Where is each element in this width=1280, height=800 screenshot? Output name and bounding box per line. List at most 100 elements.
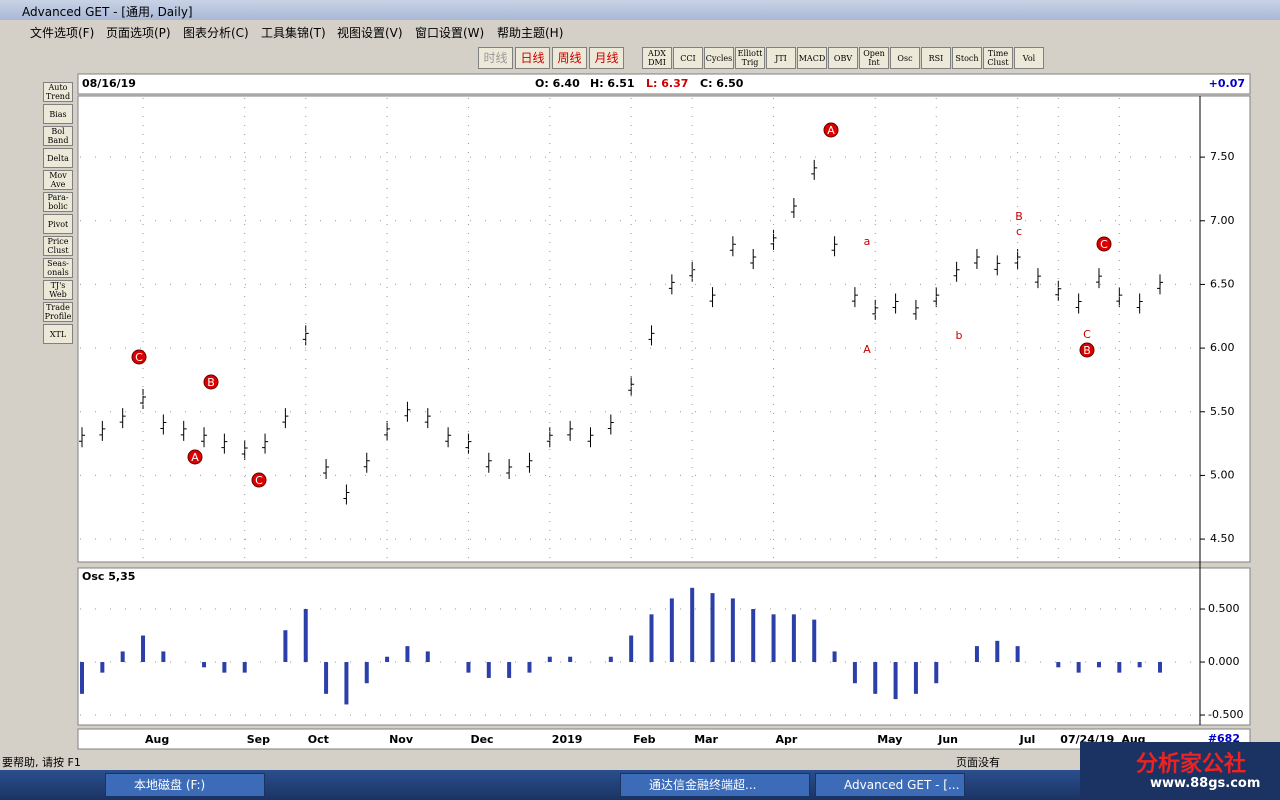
wave-label: a <box>864 235 871 248</box>
study-button[interactable]: Trade Profile <box>43 302 73 322</box>
wave-label: A <box>863 343 871 356</box>
study-button[interactable]: RSI <box>921 47 951 69</box>
price-bar <box>790 198 797 219</box>
study-button[interactable]: Pivot <box>43 214 73 234</box>
period-button[interactable]: 周线 <box>552 47 587 69</box>
study-button[interactable]: Vol <box>1014 47 1044 69</box>
price-bar <box>404 401 411 422</box>
study-button[interactable]: MACD <box>797 47 827 69</box>
price-bar <box>587 427 594 448</box>
price-bar <box>424 408 431 429</box>
study-button[interactable]: Bias <box>43 104 73 124</box>
price-bar <box>363 452 370 473</box>
study-button[interactable]: CCI <box>673 47 703 69</box>
study-button[interactable]: Para-bolic <box>43 192 73 212</box>
wave-label: C <box>135 351 143 364</box>
osc-bar <box>1096 662 1101 668</box>
study-button[interactable]: Cycles <box>704 47 734 69</box>
y-tick-label: 6.50 <box>1210 277 1235 290</box>
osc-bar <box>791 614 796 663</box>
price-bar <box>933 287 940 308</box>
wave-label: c <box>1016 225 1022 238</box>
x-tick-label: May <box>877 733 902 746</box>
menu-item[interactable]: 窗口设置(W) <box>415 26 485 40</box>
study-button[interactable]: Auto Trend <box>43 82 73 102</box>
osc-bar <box>832 651 837 663</box>
study-button[interactable]: Price Clust <box>43 236 73 256</box>
right-toolbar <box>1252 76 1280 748</box>
period-button[interactable]: 时线 <box>478 47 513 69</box>
osc-bar <box>547 656 552 663</box>
status-help: 要帮助, 请按 F1 <box>2 756 81 769</box>
osc-bar <box>1158 662 1162 673</box>
osc-bar <box>934 662 939 684</box>
osc-bar <box>771 614 776 663</box>
price-bar <box>1055 280 1062 301</box>
y-tick-label: 5.00 <box>1210 468 1235 481</box>
price-bar <box>1136 293 1143 314</box>
study-button[interactable]: Open Int <box>859 47 889 69</box>
study-button[interactable]: Time Clust <box>983 47 1013 69</box>
x-tick-label: Apr <box>776 733 798 746</box>
study-button[interactable]: OBV <box>828 47 858 69</box>
study-button[interactable]: Osc <box>890 47 920 69</box>
osc-bar <box>629 635 634 663</box>
osc-bar <box>120 651 125 663</box>
osc-bar <box>283 630 288 663</box>
taskbar: 本地磁盘 (F:) 通达信金融终端超... Advanced GET - [... <box>0 770 1280 800</box>
osc-bar <box>608 656 613 663</box>
price-bar <box>546 427 553 448</box>
window-title: Advanced GET - [通用, Daily] <box>22 5 193 19</box>
osc-bar <box>141 635 146 663</box>
price-bar <box>1075 293 1082 314</box>
y-tick-label: 7.50 <box>1210 150 1235 163</box>
osc-bar <box>486 662 491 678</box>
osc-bar <box>344 662 349 705</box>
osc-bar <box>913 662 918 694</box>
study-button[interactable]: Mov Ave <box>43 170 73 190</box>
osc-bar <box>730 598 735 663</box>
high: H: 6.51 <box>590 77 635 90</box>
wave-marker <box>1096 236 1112 252</box>
change: +0.07 <box>1209 77 1245 90</box>
study-button[interactable]: JTI <box>766 47 796 69</box>
study-button[interactable]: ADX DMI <box>642 47 672 69</box>
study-button[interactable]: XTL <box>43 324 73 344</box>
study-button[interactable]: TJ's Web <box>43 280 73 300</box>
x-tick-label: Aug <box>145 733 169 746</box>
study-button[interactable]: Bol Band <box>43 126 73 146</box>
period-button[interactable]: 日线 <box>515 47 550 69</box>
price-bar <box>343 484 350 505</box>
x-tick-label: Jun <box>937 733 958 746</box>
y-tick-label: 7.00 <box>1210 214 1235 227</box>
osc-bar <box>507 662 512 678</box>
period-button[interactable]: 月线 <box>589 47 624 69</box>
osc-bar <box>161 651 166 663</box>
task-button[interactable]: Advanced GET - [... <box>815 773 965 797</box>
menu-item[interactable]: 文件选项(F) <box>30 26 95 40</box>
menu-item[interactable]: 图表分析(C) <box>183 26 249 40</box>
menu-item[interactable]: 视图设置(V) <box>337 26 403 40</box>
task-button[interactable]: 本地磁盘 (F:) <box>105 773 265 797</box>
price-bar <box>465 433 472 454</box>
menu-item[interactable]: 页面选项(P) <box>106 26 171 40</box>
y-tick-label: 5.50 <box>1210 405 1235 418</box>
study-button[interactable]: Delta <box>43 148 73 168</box>
task-button[interactable]: 通达信金融终端超... <box>620 773 810 797</box>
price-bar <box>180 420 187 441</box>
osc-bar <box>873 662 878 694</box>
price-bar <box>119 408 126 429</box>
price-bar <box>750 248 757 269</box>
osc-bar <box>100 662 105 673</box>
osc-bar <box>751 609 756 663</box>
study-button[interactable]: Stoch <box>952 47 982 69</box>
osc-bar <box>974 646 979 663</box>
study-button[interactable]: Elliott Trig <box>735 47 765 69</box>
osc-bar <box>1056 662 1061 668</box>
study-button[interactable]: Seas-onals <box>43 258 73 278</box>
menu-item[interactable]: 工具集锦(T) <box>261 26 326 40</box>
menu-item[interactable]: 帮助主题(H) <box>497 26 564 40</box>
price-bar <box>973 248 980 269</box>
price-bar <box>648 325 655 346</box>
price-bar <box>729 236 736 257</box>
